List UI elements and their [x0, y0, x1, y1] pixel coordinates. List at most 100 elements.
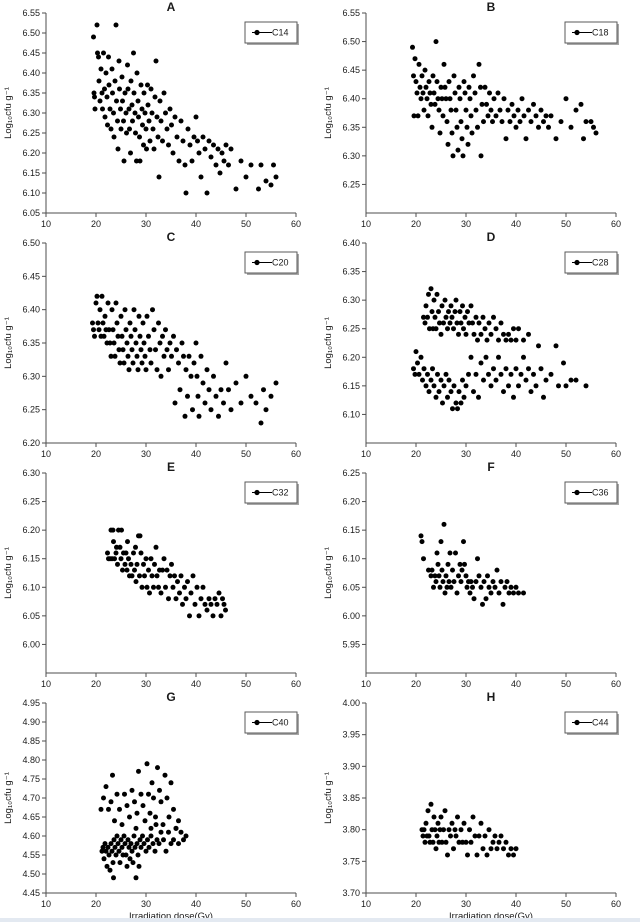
y-tick-label: 6.20	[22, 525, 40, 535]
legend-series-label: C32	[272, 488, 289, 498]
y-tick-label: 4.55	[22, 850, 40, 860]
x-tick-label: 20	[411, 449, 421, 459]
y-tick-label: 4.95	[22, 698, 40, 708]
y-tick-label: 6.20	[342, 352, 360, 362]
x-axis: 10 20 30 40 50 60	[41, 442, 301, 459]
scatter-plot-a: A 6.05 6.10 6.15 6.20 6.25 6.30 6.35 6.40 6.45 6.5…	[3, 0, 301, 229]
x-axis: 10 20 30 40 50 60	[361, 212, 621, 229]
y-axis-title: Log₁₀cfu g⁻¹	[323, 87, 334, 139]
x-tick-label: 30	[461, 219, 471, 229]
y-tick-label: 6.40	[22, 68, 40, 78]
y-tick-label: 6.30	[22, 468, 40, 478]
y-tick-label: 6.05	[342, 582, 360, 592]
x-tick-label: 50	[241, 679, 251, 689]
legend-marker-dot	[574, 29, 580, 36]
y-tick-label: 6.40	[22, 305, 40, 315]
data-points	[98, 761, 189, 881]
legend: C32	[244, 481, 299, 505]
x-tick-label: 10	[361, 679, 371, 689]
y-tick-label: 6.45	[22, 271, 40, 281]
x-tick-label: 30	[141, 679, 151, 689]
panel-f: F 5.95 6.00 6.05 6.10 6.15 6.20 6.25 10 20 30 40 50 6…	[320, 460, 640, 690]
y-tick-label: 3.80	[342, 825, 360, 835]
y-tick-label: 6.25	[22, 405, 40, 415]
y-tick-label: 6.30	[22, 371, 40, 381]
y-tick-label: 6.30	[22, 108, 40, 118]
x-tick-label: 20	[91, 449, 101, 459]
y-tick-label: 6.25	[22, 497, 40, 507]
panel-title: G	[166, 690, 175, 704]
y-tick-label: 6.45	[342, 65, 360, 75]
data-points	[419, 801, 519, 858]
panel-g: G 4.45 4.50 4.55 4.60 4.65 4.70 4.75 4.80 4.85 4.9…	[0, 690, 320, 922]
x-tick-label: 30	[461, 899, 471, 909]
y-tick-label: 4.80	[22, 755, 40, 765]
legend-marker-dot	[254, 259, 260, 266]
y-tick-label: 6.50	[22, 238, 40, 248]
x-tick-label: 60	[611, 679, 621, 689]
x-tick-label: 40	[511, 449, 521, 459]
y-tick-label: 3.95	[342, 730, 360, 740]
x-tick-label: 20	[91, 219, 101, 229]
y-axis: 6.25 6.30 6.35 6.40 6.45 6.50 6.55	[342, 8, 367, 213]
x-tick-label: 20	[91, 679, 101, 689]
x-tick-label: 40	[191, 899, 201, 909]
x-tick-label: 50	[561, 219, 571, 229]
data-points	[418, 521, 526, 607]
panel-title: F	[487, 460, 494, 474]
panel-d: D 6.10 6.15 6.20 6.25 6.30 6.35 6.40 10 20 30 40 50 6…	[320, 230, 640, 460]
legend-series-label: C28	[592, 258, 609, 268]
x-tick-label: 60	[611, 449, 621, 459]
y-tick-label: 4.75	[22, 774, 40, 784]
x-tick-label: 10	[41, 899, 51, 909]
bottom-border-strip	[0, 918, 640, 922]
x-tick-label: 60	[291, 449, 301, 459]
scatter-plot-e: E 6.00 6.05 6.10 6.15 6.20 6.25 6.30 10 20 30 40 50 6…	[3, 460, 301, 689]
y-tick-label: 3.90	[342, 761, 360, 771]
x-tick-label: 30	[141, 899, 151, 909]
legend-series-label: C18	[592, 28, 609, 38]
x-tick-label: 50	[561, 899, 571, 909]
x-tick-label: 30	[141, 219, 151, 229]
y-tick-label: 4.60	[22, 831, 40, 841]
data-points	[411, 286, 589, 412]
y-tick-label: 6.05	[22, 611, 40, 621]
y-tick-label: 6.25	[22, 128, 40, 138]
y-tick-label: 6.25	[342, 468, 360, 478]
x-tick-label: 50	[241, 219, 251, 229]
legend: C14	[244, 21, 299, 45]
x-axis: 10 20 30 40 50 60	[41, 212, 301, 229]
legend-marker-dot	[574, 259, 580, 266]
x-tick-label: 10	[361, 899, 371, 909]
x-tick-label: 40	[191, 449, 201, 459]
data-points	[91, 22, 279, 196]
x-tick-label: 20	[91, 899, 101, 909]
y-axis-title: Log₁₀cfu g⁻¹	[323, 772, 334, 824]
x-axis-title: Irradiation dose(Gy)	[449, 911, 533, 922]
x-tick-label: 60	[291, 219, 301, 229]
x-tick-label: 20	[411, 899, 421, 909]
x-axis: 10 20 30 40 50 60	[41, 672, 301, 689]
y-axis-title: Log₁₀cfu g⁻¹	[323, 317, 334, 369]
y-axis: 6.20 6.25 6.30 6.35 6.40 6.45 6.50	[22, 238, 47, 448]
legend-series-label: C36	[592, 488, 609, 498]
panel-title: H	[487, 690, 496, 704]
y-tick-label: 4.00	[342, 698, 360, 708]
data-points	[90, 293, 279, 426]
x-tick-label: 40	[511, 219, 521, 229]
legend-series-label: C40	[272, 718, 289, 728]
x-tick-label: 50	[241, 899, 251, 909]
y-axis: 5.95 6.00 6.05 6.10 6.15 6.20 6.25	[342, 468, 367, 673]
y-tick-label: 6.15	[342, 381, 360, 391]
y-axis-title: Log₁₀cfu g⁻¹	[3, 87, 14, 139]
panel-title: E	[167, 460, 175, 474]
legend: C40	[244, 711, 299, 735]
y-tick-label: 6.50	[22, 28, 40, 38]
y-tick-label: 6.20	[342, 497, 360, 507]
panel-title: D	[487, 230, 496, 244]
panel-h: H 3.70 3.75 3.80 3.85 3.90 3.95 4.00 10 20 30 40 50 6…	[320, 690, 640, 922]
y-tick-label: 6.40	[342, 238, 360, 248]
scatter-plot-b: B 6.25 6.30 6.35 6.40 6.45 6.50 6.55 10 20 30 40 50 6…	[323, 0, 621, 229]
legend: C18	[564, 21, 619, 45]
